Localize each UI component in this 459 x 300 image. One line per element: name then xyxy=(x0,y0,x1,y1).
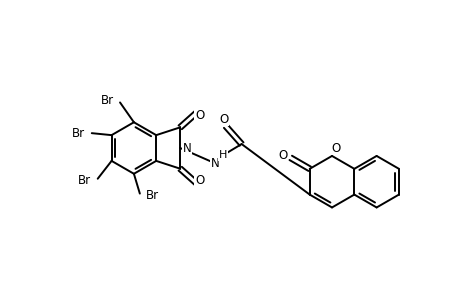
Text: O: O xyxy=(330,142,340,154)
Text: Br: Br xyxy=(72,127,85,140)
Text: O: O xyxy=(195,174,204,187)
Text: O: O xyxy=(278,149,287,162)
Text: N: N xyxy=(210,158,219,170)
Text: N: N xyxy=(182,142,191,154)
Text: H: H xyxy=(218,150,226,160)
Text: Br: Br xyxy=(78,174,91,187)
Text: O: O xyxy=(218,113,228,126)
Text: O: O xyxy=(195,109,204,122)
Text: Br: Br xyxy=(146,189,159,202)
Text: Br: Br xyxy=(101,94,113,107)
